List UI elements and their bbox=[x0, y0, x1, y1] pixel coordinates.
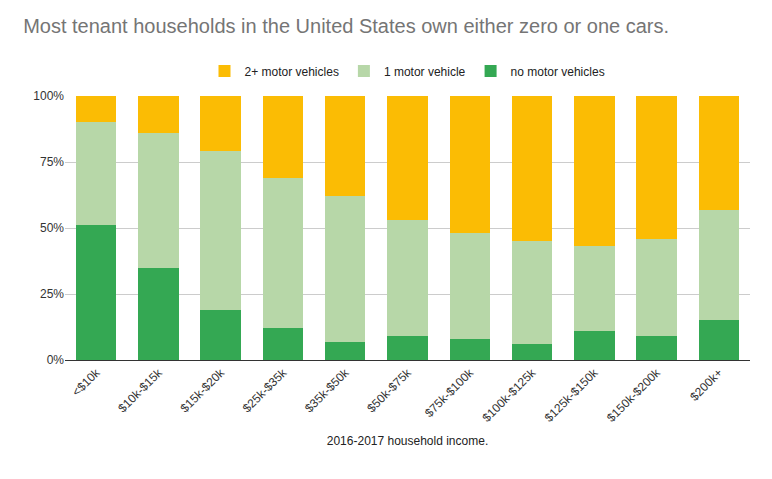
svg-text:$50k-$75k: $50k-$75k bbox=[364, 365, 414, 415]
svg-text:2+ motor vehicles: 2+ motor vehicles bbox=[245, 65, 339, 79]
svg-text:$125k-$150k: $125k-$150k bbox=[542, 365, 602, 425]
svg-text:no motor vehicles: no motor vehicles bbox=[511, 65, 605, 79]
svg-text:50%: 50% bbox=[40, 221, 64, 235]
svg-text:$100k-$125k: $100k-$125k bbox=[479, 365, 539, 425]
svg-text:$35k-$50k: $35k-$50k bbox=[302, 365, 352, 415]
svg-text:$25k-$35k: $25k-$35k bbox=[240, 365, 290, 415]
svg-text:25%: 25% bbox=[40, 287, 64, 301]
svg-text:100%: 100% bbox=[33, 89, 64, 103]
svg-text:0%: 0% bbox=[47, 353, 65, 367]
svg-text:$10k-$15k: $10k-$15k bbox=[115, 365, 165, 415]
svg-text:1 motor vehicle: 1 motor vehicle bbox=[384, 65, 466, 79]
svg-text:$150k-$200k: $150k-$200k bbox=[604, 365, 664, 425]
svg-text:$75k-$100k: $75k-$100k bbox=[422, 365, 477, 420]
svg-text:Most tenant households in the: Most tenant households in the United Sta… bbox=[23, 15, 669, 37]
svg-text:$200k+: $200k+ bbox=[687, 366, 725, 404]
svg-text:<$10k: <$10k bbox=[69, 365, 103, 399]
svg-text:$15k-$20k: $15k-$20k bbox=[178, 365, 228, 415]
svg-text:2016-2017 household income.: 2016-2017 household income. bbox=[327, 434, 488, 448]
svg-text:75%: 75% bbox=[40, 155, 64, 169]
